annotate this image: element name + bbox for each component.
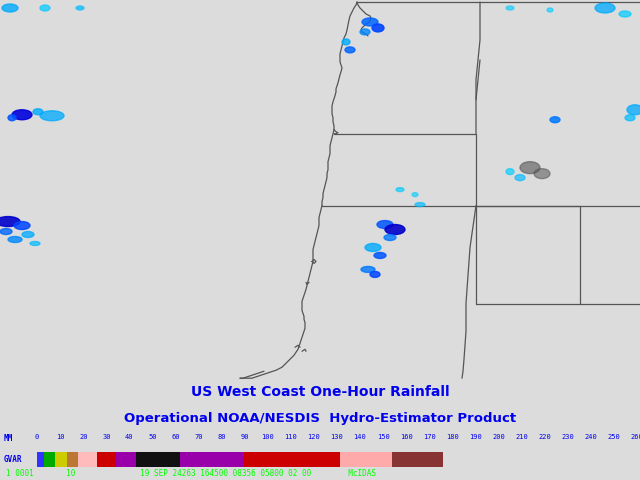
Ellipse shape [595, 3, 615, 13]
Bar [78, 452, 97, 467]
Text: 50: 50 [148, 434, 157, 440]
Text: 220: 220 [538, 434, 551, 440]
Text: 0: 0 [35, 434, 39, 440]
Ellipse shape [0, 216, 20, 227]
Text: 200: 200 [492, 434, 505, 440]
Ellipse shape [520, 162, 540, 174]
Ellipse shape [0, 228, 12, 235]
Text: 210: 210 [515, 434, 528, 440]
Ellipse shape [377, 220, 393, 228]
Text: Operational NOAA/NESDIS  Hydro-Estimator Product: Operational NOAA/NESDIS Hydro-Estimator … [124, 412, 516, 425]
Text: 110: 110 [284, 434, 297, 440]
Text: 30: 30 [102, 434, 111, 440]
Ellipse shape [362, 18, 378, 26]
Ellipse shape [412, 192, 418, 197]
Text: 90: 90 [241, 434, 249, 440]
Ellipse shape [547, 8, 553, 12]
Text: 100: 100 [261, 434, 274, 440]
Text: 140: 140 [354, 434, 366, 440]
Ellipse shape [625, 115, 635, 121]
Ellipse shape [40, 5, 50, 11]
Text: 120: 120 [308, 434, 320, 440]
Text: 180: 180 [446, 434, 459, 440]
Text: GVAR: GVAR [3, 455, 22, 464]
Text: 150: 150 [377, 434, 390, 440]
Ellipse shape [385, 225, 405, 235]
Text: 40: 40 [125, 434, 134, 440]
Text: US West Coast One-Hour Rainfall: US West Coast One-Hour Rainfall [191, 385, 449, 399]
Bar [116, 452, 136, 467]
Text: 250: 250 [607, 434, 620, 440]
Ellipse shape [14, 222, 30, 229]
Ellipse shape [372, 24, 384, 32]
Text: 130: 130 [331, 434, 343, 440]
Bar [136, 452, 180, 467]
Bar [180, 452, 244, 467]
Text: 230: 230 [561, 434, 574, 440]
Bar [37, 452, 44, 467]
Ellipse shape [619, 11, 631, 17]
Ellipse shape [30, 241, 40, 245]
Text: 190: 190 [469, 434, 482, 440]
Ellipse shape [22, 231, 34, 238]
Ellipse shape [40, 111, 64, 121]
Ellipse shape [342, 39, 350, 45]
Ellipse shape [627, 105, 640, 115]
Ellipse shape [374, 252, 386, 258]
Ellipse shape [396, 188, 404, 192]
Text: 70: 70 [195, 434, 203, 440]
Ellipse shape [360, 29, 370, 35]
Text: 240: 240 [584, 434, 597, 440]
Ellipse shape [33, 109, 43, 115]
Text: 160: 160 [400, 434, 413, 440]
Ellipse shape [76, 6, 84, 10]
Ellipse shape [506, 168, 514, 175]
Ellipse shape [506, 6, 514, 10]
Bar [392, 452, 443, 467]
Text: 20: 20 [79, 434, 88, 440]
Ellipse shape [361, 266, 375, 273]
Ellipse shape [8, 115, 16, 121]
Ellipse shape [384, 235, 396, 240]
Ellipse shape [8, 237, 22, 242]
Bar [44, 452, 55, 467]
Ellipse shape [415, 203, 425, 206]
Ellipse shape [370, 271, 380, 277]
Ellipse shape [12, 110, 32, 120]
Text: 260: 260 [630, 434, 640, 440]
Ellipse shape [550, 117, 560, 123]
Text: 10: 10 [56, 434, 65, 440]
Text: 170: 170 [423, 434, 436, 440]
Bar [244, 452, 340, 467]
Bar [97, 452, 116, 467]
Bar [340, 452, 392, 467]
Ellipse shape [2, 4, 18, 12]
Text: 60: 60 [172, 434, 180, 440]
Text: 80: 80 [218, 434, 226, 440]
Ellipse shape [345, 47, 355, 53]
Text: MM: MM [3, 434, 12, 443]
Bar [67, 452, 78, 467]
Ellipse shape [515, 175, 525, 180]
Text: 1 0001       10              19 SEP 24263 164500 08356 05800 02 00        McIDAS: 1 0001 10 19 SEP 24263 164500 08356 0580… [6, 469, 376, 479]
Ellipse shape [534, 168, 550, 179]
Ellipse shape [365, 243, 381, 252]
Bar [55, 452, 67, 467]
